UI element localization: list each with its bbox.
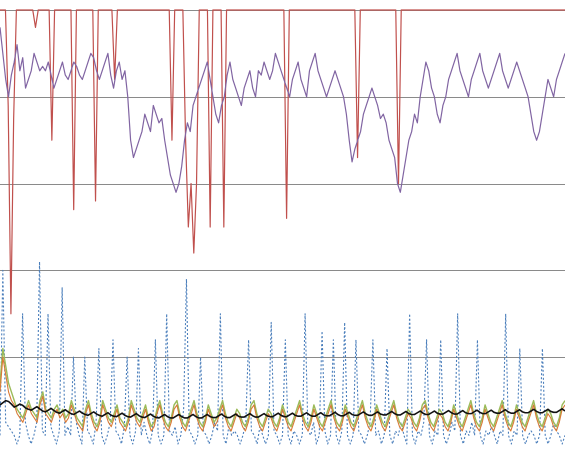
gridlines bbox=[0, 10, 565, 358]
series-line-blue_dotted bbox=[0, 261, 565, 445]
series-line-black bbox=[0, 399, 565, 419]
series-line-purple bbox=[0, 27, 565, 193]
series-group bbox=[0, 9, 565, 445]
series-line-red bbox=[0, 9, 565, 315]
series-line-green bbox=[0, 347, 565, 428]
series-line-orange bbox=[0, 356, 565, 432]
